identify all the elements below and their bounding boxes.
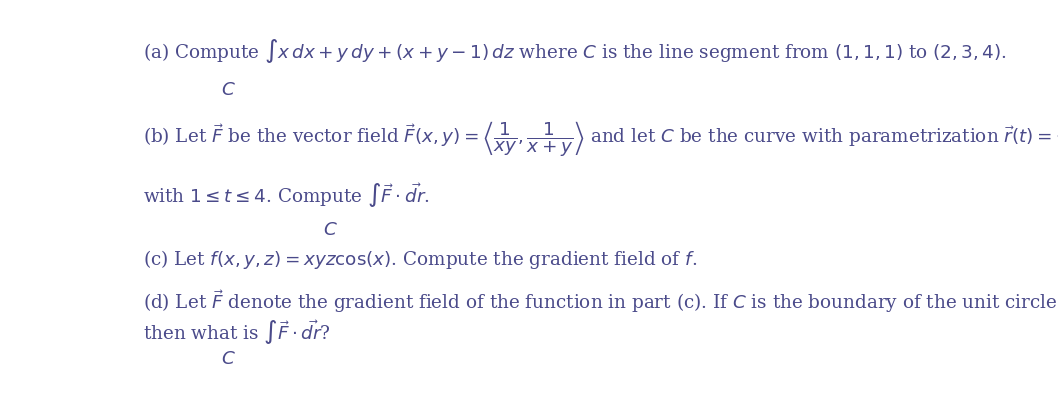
Text: (a) Compute $\int x\,dx + y\,dy + (x + y - 1)\,dz$ where $C$ is the line segment: (a) Compute $\int x\,dx + y\,dy + (x + y… bbox=[143, 38, 1007, 65]
Text: (b) Let $\vec{F}$ be the vector field $\vec{F}(x, y) = \left\langle \dfrac{1}{xy: (b) Let $\vec{F}$ be the vector field $\… bbox=[143, 119, 1058, 158]
Text: $C$: $C$ bbox=[221, 81, 236, 99]
Text: then what is $\int \vec{F} \cdot \vec{dr}$?: then what is $\int \vec{F} \cdot \vec{dr… bbox=[143, 318, 331, 347]
Text: (d) Let $\vec{F}$ denote the gradient field of the function in part (c). If $C$ : (d) Let $\vec{F}$ denote the gradient fi… bbox=[143, 288, 1058, 315]
Text: (c) Let $f(x, y, z) = xyz\cos(x)$. Compute the gradient field of $f$.: (c) Let $f(x, y, z) = xyz\cos(x)$. Compu… bbox=[143, 247, 697, 271]
Text: with $1 \leq t \leq 4$. Compute $\int \vec{F} \cdot \vec{dr}$.: with $1 \leq t \leq 4$. Compute $\int \v… bbox=[143, 181, 430, 210]
Text: $C$: $C$ bbox=[324, 221, 339, 239]
Text: $C$: $C$ bbox=[221, 349, 236, 368]
